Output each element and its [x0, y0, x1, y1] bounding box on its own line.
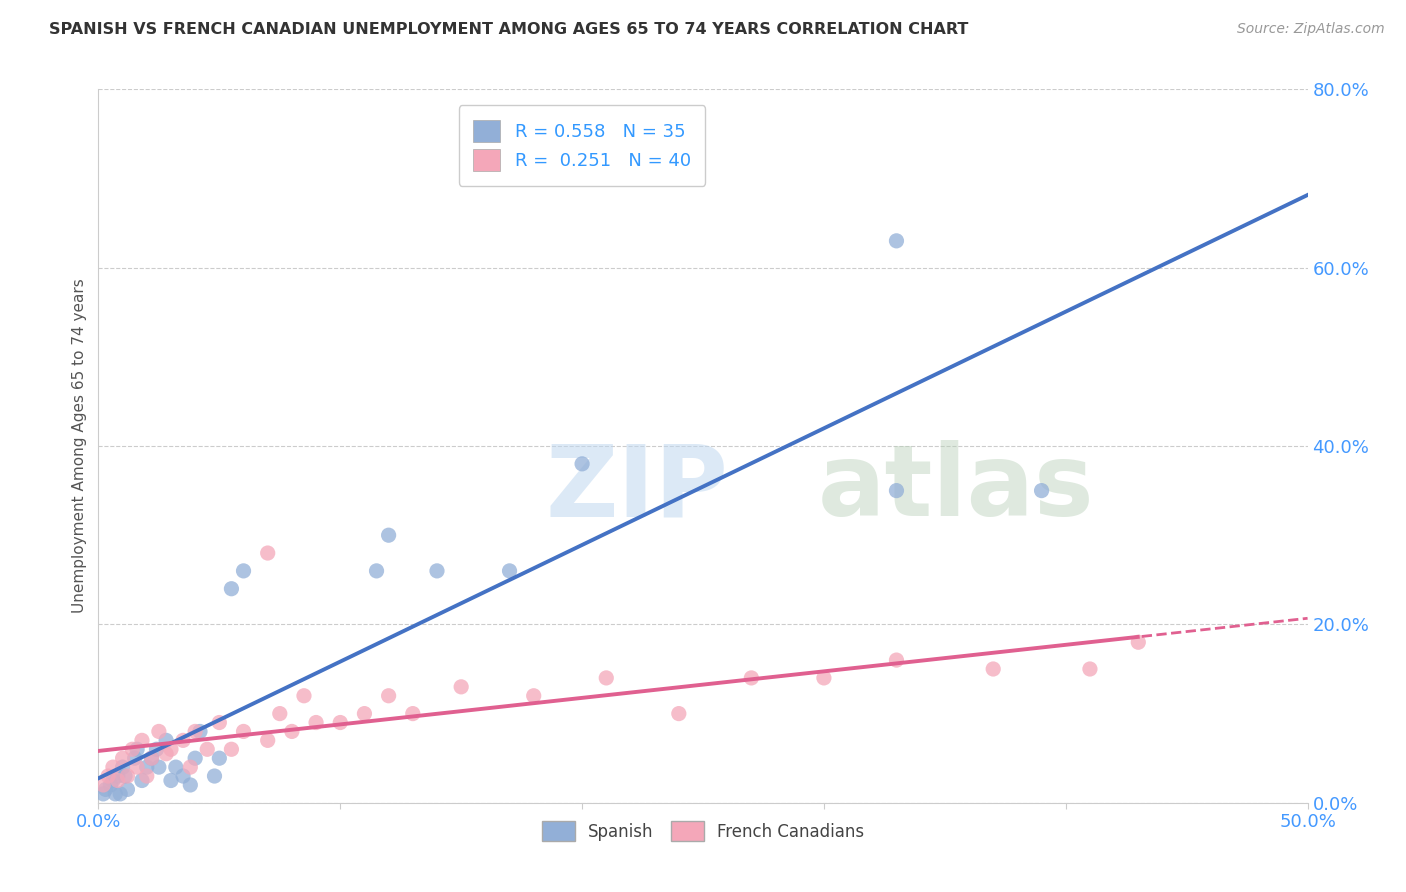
Point [195, 742, 218, 756]
Point [221, 582, 243, 596]
Point [353, 706, 375, 721]
Point [426, 564, 449, 578]
Point [172, 769, 194, 783]
Point [124, 751, 146, 765]
Point [101, 773, 124, 788]
Point [188, 724, 211, 739]
Point [91, 787, 114, 801]
Point [148, 760, 170, 774]
Point [172, 733, 194, 747]
Point [208, 751, 231, 765]
Point [131, 733, 153, 747]
Point [121, 742, 143, 756]
Point [269, 706, 291, 721]
Point [179, 760, 201, 774]
Point [292, 689, 315, 703]
Point [160, 773, 183, 788]
Point [135, 769, 157, 783]
Point [305, 715, 328, 730]
Point [117, 769, 139, 783]
Point [111, 751, 134, 765]
Point [145, 742, 167, 756]
Point [1078, 662, 1101, 676]
Point [141, 751, 163, 765]
Point [141, 751, 163, 765]
Point [377, 689, 399, 703]
Point [131, 773, 153, 788]
Point [256, 733, 278, 747]
Point [107, 769, 129, 783]
Point [184, 724, 207, 739]
Legend: Spanish, French Canadians: Spanish, French Canadians [536, 814, 870, 848]
Text: atlas: atlas [818, 441, 1094, 537]
Point [155, 733, 177, 747]
Point [571, 457, 593, 471]
Point [232, 564, 254, 578]
Text: ZIP: ZIP [546, 441, 728, 537]
Point [117, 782, 139, 797]
Point [886, 234, 908, 248]
Point [1128, 635, 1150, 649]
Text: SPANISH VS FRENCH CANADIAN UNEMPLOYMENT AMONG AGES 65 TO 74 YEARS CORRELATION CH: SPANISH VS FRENCH CANADIAN UNEMPLOYMENT … [49, 22, 969, 37]
Point [813, 671, 835, 685]
Point [523, 689, 546, 703]
Point [402, 706, 425, 721]
Text: Source: ZipAtlas.com: Source: ZipAtlas.com [1237, 22, 1385, 37]
Point [127, 760, 149, 774]
Point [221, 742, 243, 756]
Point [97, 769, 120, 783]
Point [100, 778, 122, 792]
Point [104, 787, 127, 801]
Point [498, 564, 520, 578]
Point [165, 760, 187, 774]
Point [155, 747, 177, 761]
Point [740, 671, 762, 685]
Point [184, 751, 207, 765]
Point [114, 769, 136, 783]
Point [366, 564, 388, 578]
Point [668, 706, 690, 721]
Point [208, 715, 231, 730]
Point [450, 680, 472, 694]
Point [256, 546, 278, 560]
Point [595, 671, 617, 685]
Point [329, 715, 352, 730]
Point [981, 662, 1004, 676]
Point [160, 742, 183, 756]
Point [886, 653, 908, 667]
Point [377, 528, 399, 542]
Point [107, 773, 129, 788]
Point [127, 742, 149, 756]
Point [111, 760, 134, 774]
Point [94, 782, 117, 797]
Point [204, 769, 226, 783]
Point [135, 760, 157, 774]
Point [108, 787, 131, 801]
Y-axis label: Unemployment Among Ages 65 to 74 years: Unemployment Among Ages 65 to 74 years [72, 278, 87, 614]
Point [101, 760, 124, 774]
Point [232, 724, 254, 739]
Point [281, 724, 304, 739]
Point [179, 778, 201, 792]
Point [148, 724, 170, 739]
Point [91, 778, 114, 792]
Point [1031, 483, 1053, 498]
Point [886, 483, 908, 498]
